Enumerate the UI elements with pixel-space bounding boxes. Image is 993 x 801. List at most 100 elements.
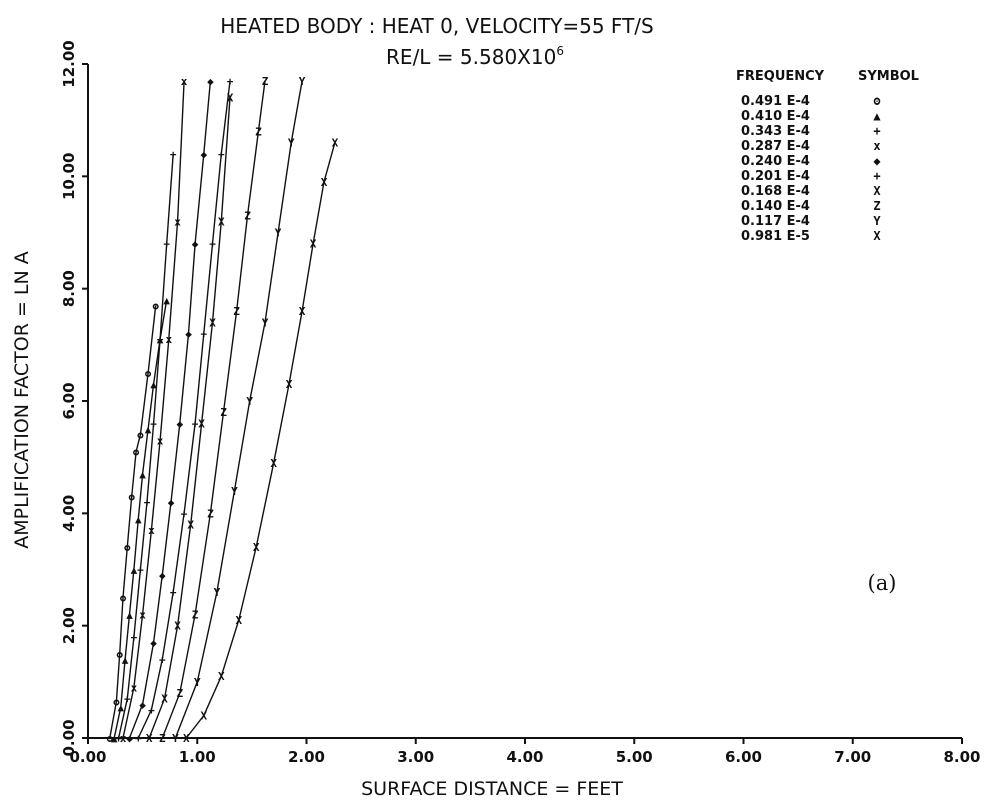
data-point: x xyxy=(174,215,181,228)
data-point: + xyxy=(159,653,166,666)
data-point: X xyxy=(286,378,293,391)
panel-annotation: (a) xyxy=(868,571,897,595)
y-tick-label: 12.00 xyxy=(60,40,78,87)
data-point: + xyxy=(163,238,170,251)
data-point: x xyxy=(131,682,138,695)
data-point: + xyxy=(131,631,138,644)
series-markers: ʘʘʘʘʘʘʘʘʘʘ▲▲▲▲▲▲▲▲▲▲▲+++++++++xxxxxxxx◆◆… xyxy=(106,75,338,745)
data-point: ʘ xyxy=(113,696,120,709)
data-point: ▲ xyxy=(163,294,170,307)
data-point: x xyxy=(120,732,127,745)
x-tick-label: 6.00 xyxy=(725,748,762,766)
data-point: X xyxy=(161,693,168,706)
legend-header-frequency: FREQUENCY xyxy=(736,69,825,84)
data-point: ◆ xyxy=(185,328,192,341)
data-point: ʘ xyxy=(152,300,159,313)
series-line-8 xyxy=(161,80,266,739)
legend-symbol: X xyxy=(873,184,881,198)
y-tick-label: 2.00 xyxy=(60,607,78,644)
data-point: X xyxy=(209,316,216,329)
data-point: + xyxy=(137,564,144,577)
chart-subtitle-superscript: 6 xyxy=(556,44,564,58)
data-point: ʘ xyxy=(137,429,144,442)
data-point: X xyxy=(198,418,205,431)
x-tick-label: 5.00 xyxy=(616,748,653,766)
data-point: ◆ xyxy=(168,496,175,509)
data-point: Y xyxy=(246,395,253,408)
data-point: ▲ xyxy=(150,378,157,391)
data-point: + xyxy=(115,732,122,745)
legend-frequency: 0.491 E-4 xyxy=(741,94,810,109)
legend-frequency: 0.140 E-4 xyxy=(741,199,810,214)
x-tick-label: 4.00 xyxy=(506,748,543,766)
data-point: ◆ xyxy=(139,698,146,711)
data-point: Z xyxy=(233,305,240,318)
series-line-10 xyxy=(185,142,336,739)
series-line-4 xyxy=(122,80,185,739)
x-tick-label: 3.00 xyxy=(397,748,434,766)
data-point: X xyxy=(332,137,339,150)
legend-frequency: 0.981 E-5 xyxy=(741,229,810,244)
data-point: Y xyxy=(231,485,238,498)
data-point: ▲ xyxy=(131,564,138,577)
data-point: ▲ xyxy=(126,608,133,621)
data-point: ▲ xyxy=(157,333,164,346)
data-point: + xyxy=(170,586,177,599)
series-line-2 xyxy=(113,299,168,739)
legend-symbol: + xyxy=(873,124,880,138)
legend-header-symbol: SYMBOL xyxy=(858,69,919,84)
y-tick-label: 6.00 xyxy=(60,382,78,419)
data-point: ▲ xyxy=(139,468,146,481)
legend-symbol: Z xyxy=(873,199,880,213)
data-point: Z xyxy=(176,687,183,700)
data-point: Y xyxy=(275,227,282,240)
data-point: Z xyxy=(207,507,214,520)
data-point: ʘ xyxy=(145,367,152,380)
data-point: X xyxy=(218,215,225,228)
series-line-7 xyxy=(148,97,231,739)
data-point: ▲ xyxy=(135,513,142,526)
x-tick-label: 7.00 xyxy=(834,748,871,766)
x-tick-label: 8.00 xyxy=(943,748,980,766)
data-point: X xyxy=(235,614,242,627)
data-point: ◆ xyxy=(207,75,214,88)
data-point: + xyxy=(157,333,164,346)
data-point: + xyxy=(192,418,199,431)
data-point: ʘ xyxy=(106,732,113,745)
data-point: ▲ xyxy=(145,423,152,436)
data-point: X xyxy=(200,710,207,723)
data-point: Y xyxy=(214,586,221,599)
axes xyxy=(82,63,963,744)
legend-frequency: 0.201 E-4 xyxy=(741,169,810,184)
legend-frequency: 0.240 E-4 xyxy=(741,154,810,169)
data-point: ʘ xyxy=(116,648,123,661)
data-point: ʘ xyxy=(128,491,135,504)
data-point: + xyxy=(148,704,155,717)
data-point: ◆ xyxy=(159,569,166,582)
data-point: ◆ xyxy=(200,148,207,161)
data-point: + xyxy=(227,75,234,88)
data-point: x xyxy=(157,434,164,447)
data-point: x xyxy=(165,333,172,346)
data-point: X xyxy=(321,176,328,189)
data-point: + xyxy=(209,238,216,251)
data-point: Y xyxy=(194,676,201,689)
data-point: X xyxy=(253,541,260,554)
data-point: + xyxy=(124,693,131,706)
data-point: ◆ xyxy=(176,418,183,431)
series-lines xyxy=(109,80,336,739)
data-point: X xyxy=(270,457,277,470)
series-line-3 xyxy=(117,153,174,739)
legend-symbol: x xyxy=(873,139,880,153)
data-point: Z xyxy=(192,608,199,621)
chart-subtitle-main: RE/L = 5.580X10 xyxy=(386,45,556,69)
tick-labels: 0.00 1.00 2.00 3.00 4.00 5.00 6.00 7.00 8.00 0.00… xyxy=(60,40,981,766)
data-point: Z xyxy=(159,732,166,745)
data-point: Y xyxy=(288,137,295,150)
series-line-6 xyxy=(137,80,231,739)
chart-subtitle: RE/L = 5.580X106 xyxy=(386,44,564,69)
data-point: + xyxy=(218,148,225,161)
x-axis-label: SURFACE DISTANCE = FEET xyxy=(361,778,623,800)
data-point: X xyxy=(174,620,181,633)
